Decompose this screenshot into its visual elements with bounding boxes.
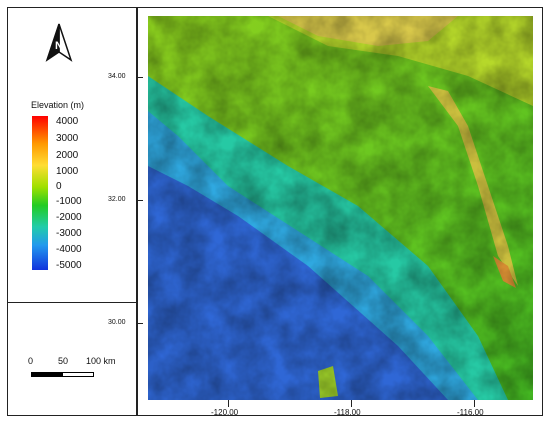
y-tick-label: 30.00 xyxy=(108,319,126,326)
scale-bar-segment xyxy=(31,372,63,377)
scale-bar-segment xyxy=(62,372,94,377)
x-tick-mark xyxy=(228,400,229,407)
elevation-colorbar xyxy=(32,116,48,270)
panel-divider xyxy=(7,302,137,303)
colorbar-label: 2000 xyxy=(56,150,79,161)
y-tick-label: 34.00 xyxy=(108,73,126,80)
y-tick-mark xyxy=(137,200,143,201)
scale-label: 50 xyxy=(58,356,69,366)
y-tick-mark xyxy=(137,77,143,78)
x-tick-label: -116.00 xyxy=(457,408,484,417)
colorbar-label: 3000 xyxy=(56,133,79,144)
colorbar-label: 1000 xyxy=(56,166,79,177)
elevation-map[interactable] xyxy=(148,16,533,400)
terrain-shading xyxy=(148,16,533,400)
colorbar-label: -4000 xyxy=(56,244,82,255)
colorbar-label: -3000 xyxy=(56,228,82,239)
scale-label: 100 km xyxy=(86,356,116,366)
colorbar-label: 0 xyxy=(56,181,62,192)
colorbar-label: 4000 xyxy=(56,116,79,127)
x-tick-mark xyxy=(351,400,352,407)
colorbar-label: -2000 xyxy=(56,212,82,223)
legend-title: Elevation (m) xyxy=(31,100,85,110)
x-tick-label: -118.00 xyxy=(334,408,361,417)
svg-text:N: N xyxy=(55,40,63,52)
x-tick-label: -120.00 xyxy=(211,408,239,417)
map-frame xyxy=(137,7,543,416)
colorbar-label: -5000 xyxy=(56,260,82,271)
colorbar-label: -1000 xyxy=(56,196,82,207)
scale-label: 0 xyxy=(28,356,34,366)
y-tick-label: 32.00 xyxy=(108,196,126,203)
legend-panel xyxy=(7,7,137,416)
north-arrow-icon: N xyxy=(45,23,73,62)
x-tick-mark xyxy=(474,400,475,407)
y-tick-mark xyxy=(137,323,143,324)
